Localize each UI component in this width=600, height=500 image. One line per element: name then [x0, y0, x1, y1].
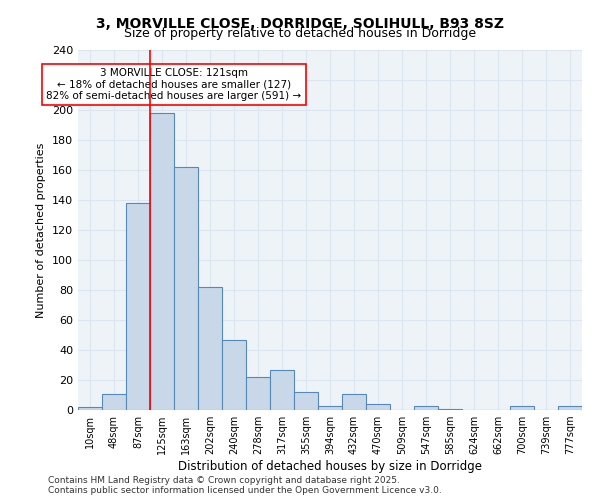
Bar — [294, 392, 318, 410]
Y-axis label: Number of detached properties: Number of detached properties — [37, 142, 46, 318]
Text: Size of property relative to detached houses in Dorridge: Size of property relative to detached ho… — [124, 28, 476, 40]
Bar — [102, 394, 126, 410]
Text: 3 MORVILLE CLOSE: 121sqm
← 18% of detached houses are smaller (127)
82% of semi-: 3 MORVILLE CLOSE: 121sqm ← 18% of detach… — [46, 68, 302, 101]
Bar — [510, 406, 534, 410]
Bar — [78, 407, 102, 410]
Bar — [270, 370, 294, 410]
Bar — [414, 406, 438, 410]
Bar — [558, 406, 582, 410]
Text: Contains HM Land Registry data © Crown copyright and database right 2025.
Contai: Contains HM Land Registry data © Crown c… — [48, 476, 442, 495]
Bar — [318, 406, 342, 410]
Bar — [150, 113, 174, 410]
Bar — [438, 408, 462, 410]
Bar — [198, 287, 222, 410]
Bar — [342, 394, 366, 410]
Bar — [126, 203, 150, 410]
Bar — [366, 404, 390, 410]
Bar — [246, 377, 270, 410]
Bar — [174, 167, 198, 410]
X-axis label: Distribution of detached houses by size in Dorridge: Distribution of detached houses by size … — [178, 460, 482, 473]
Text: 3, MORVILLE CLOSE, DORRIDGE, SOLIHULL, B93 8SZ: 3, MORVILLE CLOSE, DORRIDGE, SOLIHULL, B… — [96, 18, 504, 32]
Bar — [222, 340, 246, 410]
